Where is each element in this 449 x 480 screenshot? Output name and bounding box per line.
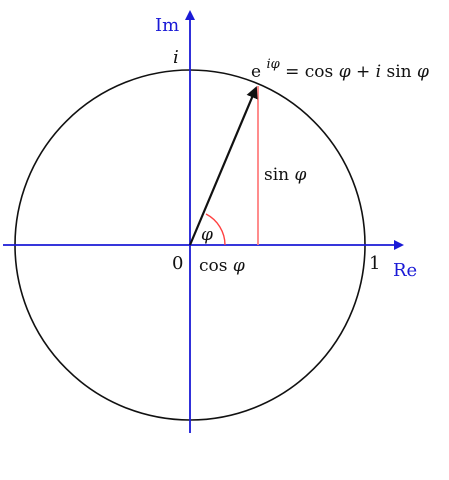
sine-label: sin φ — [264, 165, 307, 185]
euler-rhs-b: + — [356, 62, 376, 82]
origin-label: 0 — [172, 253, 183, 274]
euler-rhs-c: sin — [387, 62, 418, 82]
cosine-text: cos — [199, 256, 233, 276]
imaginary-axis-label: Im — [155, 15, 179, 36]
real-axis-label: Re — [393, 260, 417, 281]
one-tick-label: 1 — [369, 253, 380, 274]
euler-base: e — [251, 62, 261, 82]
sine-text: sin — [264, 165, 295, 185]
euler-formula-label: e iφ = cos φ + i sin φ — [251, 53, 429, 82]
angle-arc — [205, 213, 226, 246]
euler-rhs-phi2: φ — [417, 62, 429, 82]
euler-rhs-a: = cos — [285, 62, 339, 82]
radius-vector — [188, 86, 258, 246]
cosine-label: cos φ — [199, 256, 245, 276]
euler-rhs-phi1: φ — [339, 62, 351, 82]
euler-rhs-i: i — [376, 62, 381, 82]
sine-phi: φ — [295, 165, 307, 185]
i-tick-label: i — [173, 47, 179, 68]
euler-exponent: iφ — [266, 57, 280, 72]
angle-label: φ — [201, 225, 213, 245]
cosine-phi: φ — [233, 256, 245, 276]
